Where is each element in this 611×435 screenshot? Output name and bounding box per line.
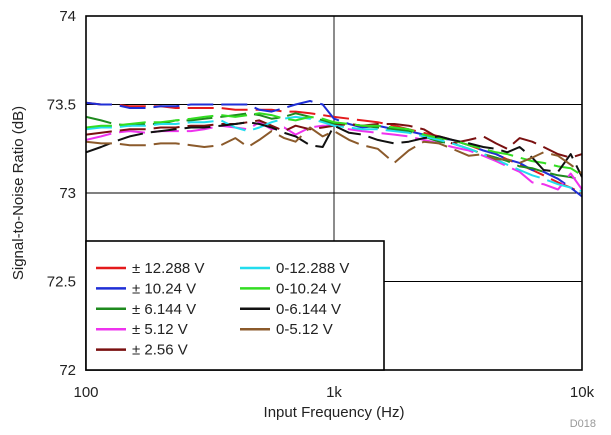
y-tick-label: 73 [59,185,76,202]
series-line-2 [86,100,582,198]
y-tick-label: 73.5 [47,97,76,114]
legend-label: ± 12.288 V [132,260,204,277]
legend-items: ± 12.288 V ± 10.24 V ± 6.144 V ± 5.12 V ± 2.… [96,260,349,359]
legend-label: 0-5.12 V [276,321,333,338]
figure-id: D018 [570,418,596,430]
y-axis-label: Signal-to-Noise Ratio (dB) [10,106,27,280]
y-tick-label: 72 [59,362,76,379]
y-tick-label: 72.5 [47,274,76,291]
x-axis-label: Input Frequency (Hz) [264,404,405,421]
legend-label: 0-10.24 V [276,280,341,297]
series-line-8 [86,121,582,178]
series-line-6 [86,115,582,193]
series-line-9 [86,126,582,175]
y-tick-label: 74 [59,8,76,25]
legend-label: ± 10.24 V [132,280,196,297]
x-tick-labels: 100 1k 10k [73,384,594,401]
legend-label: 0-12.288 V [276,260,349,277]
x-tick-label: 10k [570,384,595,401]
x-tick-label: 100 [73,384,98,401]
legend-label: 0-6.144 V [276,301,341,318]
legend-label: ± 5.12 V [132,321,188,338]
legend-box [85,240,385,371]
x-tick-label: 1k [326,384,342,401]
legend-label: ± 6.144 V [132,301,196,318]
data-series [86,100,582,198]
y-tick-labels: 72 72.5 73 73.5 74 [47,8,76,379]
legend: ± 12.288 V ± 10.24 V ± 6.144 V ± 5.12 V ± 2.… [85,240,385,371]
legend-label: ± 2.56 V [132,342,188,359]
series-line-7 [86,112,582,177]
